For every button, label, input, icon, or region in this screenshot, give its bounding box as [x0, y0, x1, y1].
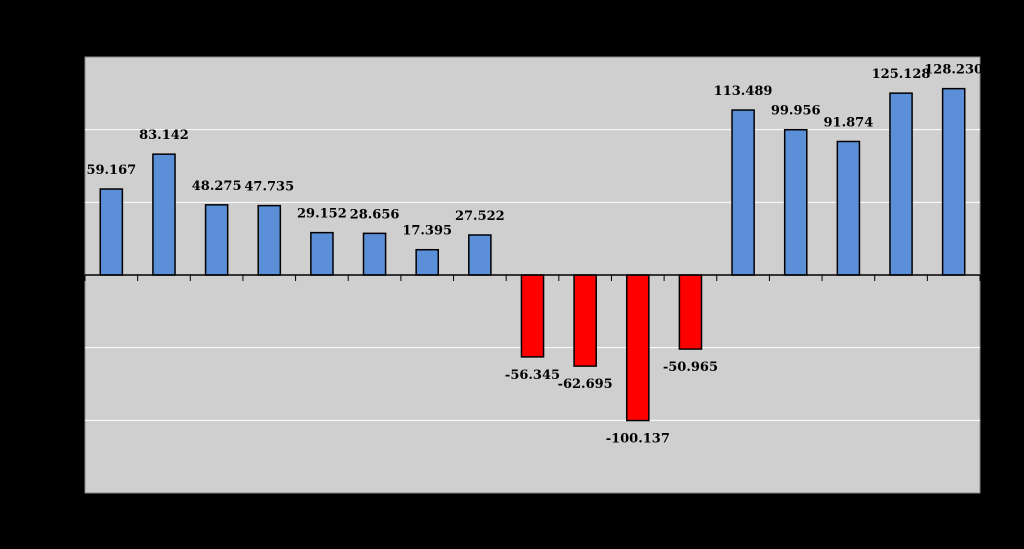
data-label: 83.142: [139, 128, 189, 143]
bar: [152, 153, 176, 276]
bar: [415, 248, 440, 276]
data-label: -62.695: [558, 377, 613, 392]
data-label: 91.874: [823, 115, 873, 130]
bars: [99, 87, 966, 422]
data-label: 17.395: [402, 224, 452, 239]
data-label: -50.965: [663, 360, 718, 375]
data-label: 47.735: [244, 180, 294, 195]
data-label: -100.137: [606, 432, 670, 447]
data-label: 59.167: [86, 163, 136, 178]
bar: [257, 204, 282, 276]
bar: [468, 234, 492, 276]
bar: [731, 109, 755, 276]
bar: [310, 231, 334, 276]
data-label: 99.956: [771, 104, 821, 119]
bar: [99, 188, 124, 276]
data-label: 27.522: [455, 209, 505, 224]
bar: [362, 232, 387, 276]
data-label: 29.152: [297, 207, 347, 222]
bar: [941, 87, 966, 276]
data-label: -56.345: [505, 368, 560, 383]
bar: [889, 92, 913, 276]
bar: [678, 274, 703, 350]
data-label: 48.275: [192, 179, 242, 194]
data-label: 113.489: [714, 84, 773, 99]
data-label: 128.230: [924, 63, 983, 78]
data-label: 125.128: [872, 67, 931, 82]
bar: [625, 274, 650, 422]
x-axis: [84, 274, 981, 281]
data-label: 28.656: [350, 207, 400, 222]
bar: [783, 128, 808, 276]
bar: [836, 140, 861, 276]
bar: [520, 274, 545, 358]
bar: [204, 204, 229, 276]
bar: [573, 274, 597, 367]
